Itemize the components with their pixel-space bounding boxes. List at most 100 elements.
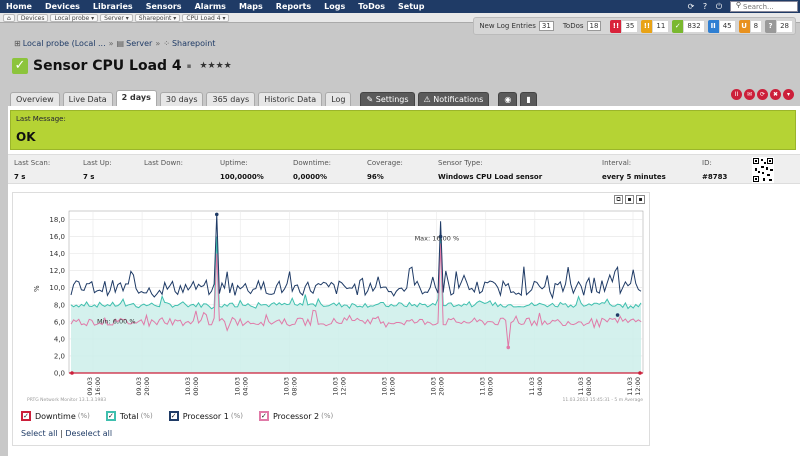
priority-icon[interactable]: ▪ [186, 62, 192, 70]
group-link[interactable]: Sharepoint [171, 39, 216, 48]
server-link[interactable]: Server [126, 39, 153, 48]
unknown-count: 28 [777, 20, 792, 32]
new-log-count: 31 [538, 21, 554, 31]
legend-total[interactable]: ✓ Total (%) [105, 411, 153, 421]
page-title: Sensor CPU Load 4 [33, 58, 182, 74]
logout-icon[interactable]: ⏻ [715, 1, 723, 11]
legend-downtime[interactable]: ✓ Downtime (%) [21, 411, 90, 421]
checkbox-checked-icon[interactable]: ✓ [258, 411, 269, 421]
checkbox-checked-icon[interactable]: ✓ [168, 411, 179, 421]
legend-label: Processor 2 [272, 411, 320, 421]
breadcrumb-probe[interactable]: Local probe ▾ [50, 13, 99, 22]
x-tick-label: 10.0312:00 [331, 377, 347, 396]
status-badge-down[interactable]: !! 35 [610, 19, 638, 33]
tab-365-days[interactable]: 365 days [206, 92, 256, 107]
mail-icon[interactable]: ✉ [744, 89, 755, 100]
qr-code-icon[interactable] [752, 157, 774, 183]
sensor-actions: II ✉ ⟳ ✖ ▾ [729, 89, 794, 100]
menu-setup[interactable]: Setup [398, 2, 425, 11]
delete-icon[interactable]: ✖ [770, 89, 781, 100]
help-icon[interactable]: ? [702, 2, 708, 11]
downtime-marker [638, 371, 642, 375]
stat-value: Windows CPU Load sensor [438, 173, 543, 181]
export-icon[interactable]: ▪ [636, 195, 645, 204]
alert-icon: ⚠ [423, 95, 434, 104]
refresh-now-icon[interactable]: ⟳ [757, 89, 768, 100]
min-point-marker [506, 345, 511, 350]
status-badge-paused[interactable]: II 45 [707, 19, 736, 33]
stat-last-up: Last Up: 7 s [83, 159, 112, 181]
breadcrumb-server[interactable]: Server ▾ [100, 13, 133, 22]
history-button[interactable]: ▮ [520, 92, 537, 107]
max-marker [214, 212, 219, 217]
status-badge-unknown[interactable]: ? 28 [765, 19, 793, 33]
status-badge-up[interactable]: ✓ 832 [672, 19, 704, 33]
settings-button[interactable]: ✎ Settings [360, 92, 415, 107]
stat-value: 96% [367, 173, 384, 181]
comments-button[interactable]: ◉ [498, 92, 518, 107]
menu-todos[interactable]: ToDos [358, 2, 386, 11]
zoom-icon[interactable]: ⧉ [614, 195, 623, 204]
breadcrumb-sensor[interactable]: CPU Load 4 ▾ [182, 13, 230, 22]
status-badge-unusual[interactable]: U 8 [738, 19, 762, 33]
stat-label: Last Down: [144, 159, 183, 167]
checkbox-checked-icon[interactable]: ✓ [105, 411, 116, 421]
breadcrumb-devices[interactable]: Devices [16, 13, 49, 22]
priority-stars[interactable]: ★★★★ [199, 61, 232, 71]
checkbox-checked-icon[interactable]: ✓ [21, 411, 31, 421]
tab-overview[interactable]: Overview [10, 92, 60, 107]
menu-libraries[interactable]: Libraries [92, 2, 133, 11]
select-all-link[interactable]: Select all [21, 429, 58, 438]
tab-30-days[interactable]: 30 days [159, 92, 204, 107]
stat-label: Last Up: [83, 159, 112, 167]
todos-label: ToDos [562, 22, 584, 30]
tab-log[interactable]: Log [325, 92, 352, 107]
x-tick-label: 09.0316:00 [86, 377, 102, 396]
save-icon[interactable]: ▪ [625, 195, 634, 204]
menu-devices[interactable]: Devices [44, 2, 80, 11]
menu-maps[interactable]: Maps [238, 2, 263, 11]
breadcrumb-home-icon[interactable]: ⌂ [3, 13, 15, 22]
last-message-value: OK [16, 130, 36, 144]
y-tick-label: 16,0 [49, 233, 65, 241]
menu-logs[interactable]: Logs [324, 2, 346, 11]
deselect-all-link[interactable]: Deselect all [65, 429, 113, 438]
chevron-down-icon[interactable]: ▾ [783, 89, 794, 100]
tab-historic-data[interactable]: Historic Data [258, 92, 323, 107]
y-tick-label: 2,0 [54, 352, 65, 360]
x-tick-label: 11.0300:00 [479, 377, 495, 396]
chart-tools: ⧉ ▪ ▪ [612, 195, 645, 204]
x-tick-label: 10.0308:00 [282, 377, 298, 396]
x-tick-label: 11.0312:00 [626, 377, 642, 396]
legend-processor-1[interactable]: ✓ Processor 1 (%) [168, 411, 243, 421]
path-separator: » [155, 39, 161, 48]
unknown-icon: ? [765, 19, 777, 33]
search-input[interactable] [730, 1, 798, 12]
stat-last-down: Last Down: [144, 159, 183, 173]
y-tick-label: 14,0 [49, 250, 65, 258]
menu-reports[interactable]: Reports [275, 2, 312, 11]
top-right-tools: ⟳ ? ⏻ [684, 1, 798, 12]
tab-2-days[interactable]: 2 days [115, 90, 157, 107]
status-badge-warning[interactable]: !! 11 [641, 19, 669, 33]
probe-link[interactable]: Local probe (Local ... [22, 39, 106, 48]
chart-panel: 0,0 2,0 4,0 6,0 8,0 10,0 12,0 14,0 16,0 18,0% 09.0… [12, 192, 650, 446]
tab-live-data[interactable]: Live Data [62, 92, 113, 107]
legend-processor-2[interactable]: ✓ Processor 2 (%) [258, 411, 333, 421]
todos-button[interactable]: ToDos 18 [560, 21, 605, 31]
notifications-button[interactable]: ⚠ Notifications [417, 92, 490, 107]
stat-label: Sensor Type: [438, 159, 483, 167]
todos-count: 18 [586, 21, 602, 31]
menu-sensors[interactable]: Sensors [145, 2, 182, 11]
group-icon: ⁘ [163, 39, 170, 48]
stat-value: every 5 minutes [602, 173, 666, 181]
refresh-icon[interactable]: ⟳ [687, 2, 695, 11]
new-log-entries-button[interactable]: New Log Entries 31 [476, 21, 557, 31]
menu-alarms[interactable]: Alarms [194, 2, 226, 11]
x-tick-label: 10.0320:00 [430, 377, 446, 396]
breadcrumb: ⌂ Devices Local probe ▾ Server ▾ Sharepo… [0, 13, 800, 23]
breadcrumb-group[interactable]: Sharepoint ▾ [134, 13, 181, 22]
object-path: ⊞ Local probe (Local ... » ▤ Server » ⁘ … [14, 39, 215, 48]
menu-home[interactable]: Home [6, 2, 32, 11]
pause-icon[interactable]: II [731, 89, 742, 100]
